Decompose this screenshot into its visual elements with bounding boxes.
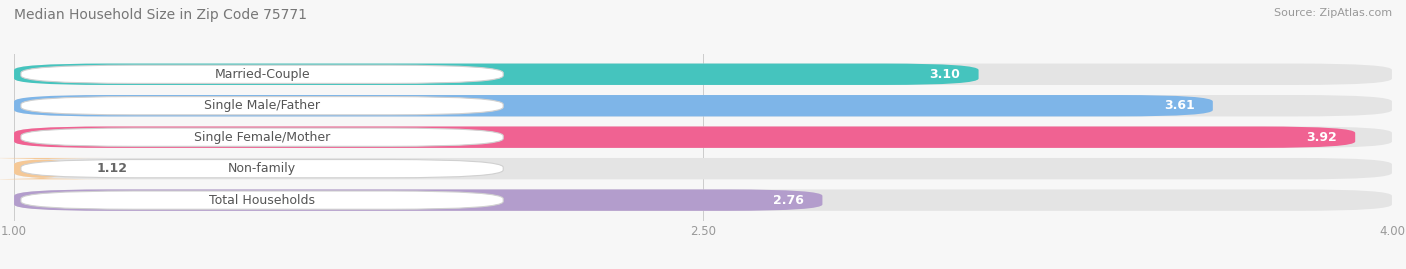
FancyBboxPatch shape: [14, 126, 1355, 148]
FancyBboxPatch shape: [14, 189, 823, 211]
Text: Single Male/Father: Single Male/Father: [204, 99, 321, 112]
FancyBboxPatch shape: [14, 95, 1213, 116]
Text: Married-Couple: Married-Couple: [214, 68, 309, 81]
FancyBboxPatch shape: [21, 65, 503, 83]
Text: 1.12: 1.12: [97, 162, 128, 175]
Text: Non-family: Non-family: [228, 162, 297, 175]
FancyBboxPatch shape: [14, 189, 1392, 211]
FancyBboxPatch shape: [14, 63, 979, 85]
FancyBboxPatch shape: [21, 160, 503, 178]
FancyBboxPatch shape: [14, 158, 1392, 179]
FancyBboxPatch shape: [14, 126, 1392, 148]
Text: Single Female/Mother: Single Female/Mother: [194, 131, 330, 144]
Text: 3.92: 3.92: [1306, 131, 1337, 144]
Text: 2.76: 2.76: [773, 194, 804, 207]
FancyBboxPatch shape: [21, 128, 503, 146]
Text: Total Households: Total Households: [209, 194, 315, 207]
Text: 3.10: 3.10: [929, 68, 960, 81]
FancyBboxPatch shape: [21, 191, 503, 209]
Text: 3.61: 3.61: [1164, 99, 1195, 112]
Text: Source: ZipAtlas.com: Source: ZipAtlas.com: [1274, 8, 1392, 18]
Text: Median Household Size in Zip Code 75771: Median Household Size in Zip Code 75771: [14, 8, 307, 22]
FancyBboxPatch shape: [14, 95, 1392, 116]
FancyBboxPatch shape: [14, 63, 1392, 85]
FancyBboxPatch shape: [0, 158, 108, 179]
FancyBboxPatch shape: [21, 97, 503, 115]
